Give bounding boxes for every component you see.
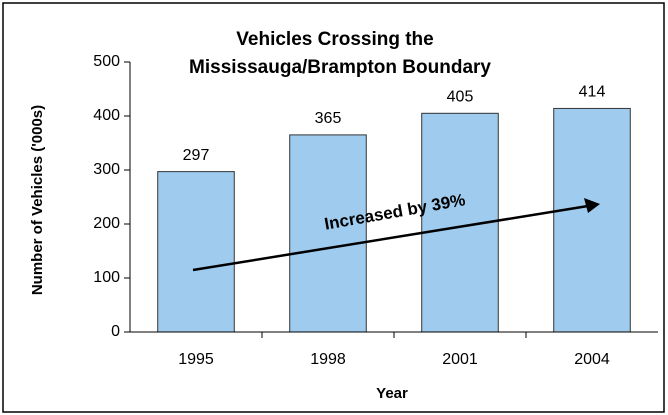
x-tick-label: 1995 [178,351,214,368]
bar [553,107,631,333]
x-tick-label: 1998 [310,351,346,368]
chart-title: Vehicles Crossing the [236,29,433,50]
y-tick-label: 500 [93,53,120,70]
value-label: 297 [183,147,210,164]
arrow-head [584,198,600,213]
y-tick-label: 100 [93,269,120,286]
bar [289,134,367,333]
y-tick-label: 200 [93,215,120,232]
y-tick-label: 400 [93,107,120,124]
value-label: 365 [315,110,342,127]
x-axis-title: Year [376,385,408,402]
x-tick-label: 2001 [442,351,478,368]
x-tick-label: 2004 [574,351,610,368]
trend-arrow [192,204,589,272]
bar [157,171,235,333]
value-label: 405 [447,89,474,106]
chart-title: Mississauga/Brampton Boundary [189,57,491,78]
value-label: 414 [579,84,606,101]
y-axis-title: Number of Vehicles ('000s) [29,105,46,295]
y-tick-label: 0 [111,323,120,340]
y-tick-label: 300 [93,161,120,178]
